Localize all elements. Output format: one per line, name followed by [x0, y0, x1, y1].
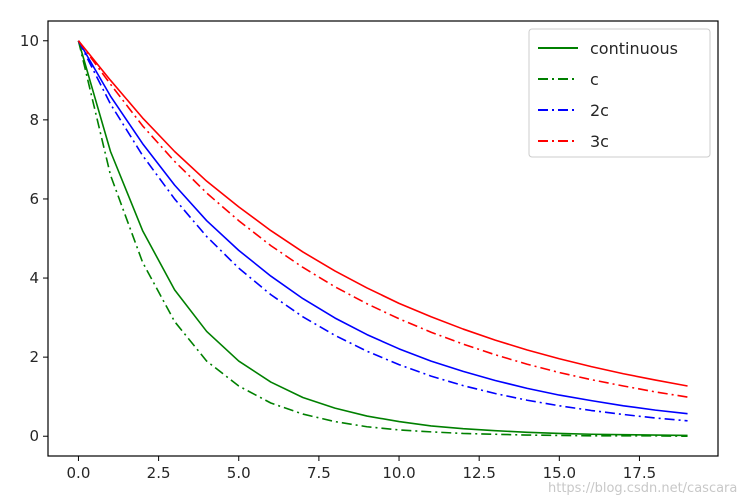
x-tick-label: 7.5	[307, 464, 331, 482]
x-tick-label: 10.0	[382, 464, 415, 482]
series-2c-line	[77, 40, 688, 422]
y-axis: 0 2 4 6 8 10	[20, 32, 48, 445]
red-solid-line	[77, 40, 688, 387]
legend-label-continuous: continuous	[590, 39, 678, 58]
lines-layer	[77, 40, 688, 438]
y-tick-label: 6	[29, 190, 39, 208]
x-tick-label: 0.0	[67, 464, 91, 482]
y-tick-label: 2	[29, 348, 39, 366]
x-axis: 0.0 2.5 5.0 7.5 10.0 12.5 15.0 17.5	[67, 456, 656, 482]
series-c-line	[77, 40, 688, 438]
legend-label-3c: 3c	[590, 132, 609, 151]
x-tick-label: 12.5	[462, 464, 495, 482]
x-tick-label: 15.0	[543, 464, 576, 482]
series-3c-line	[77, 40, 688, 398]
y-tick-label: 8	[29, 111, 39, 129]
blue-solid-line	[77, 40, 688, 415]
legend-label-c: c	[590, 70, 599, 89]
y-tick-label: 10	[20, 32, 39, 50]
legend-label-2c: 2c	[590, 101, 609, 120]
plot-frame	[47, 20, 719, 457]
y-tick-label: 4	[29, 269, 39, 287]
x-tick-label: 17.5	[623, 464, 656, 482]
x-tick-label: 2.5	[147, 464, 171, 482]
legend-box	[528, 28, 711, 158]
x-tick-label: 5.0	[227, 464, 251, 482]
y-tick-label: 0	[29, 427, 39, 445]
legend: continuous c 2c 3c	[528, 28, 711, 158]
series-continuous-line	[77, 40, 688, 437]
watermark-text: https://blog.csdn.net/cascara	[548, 481, 737, 496]
